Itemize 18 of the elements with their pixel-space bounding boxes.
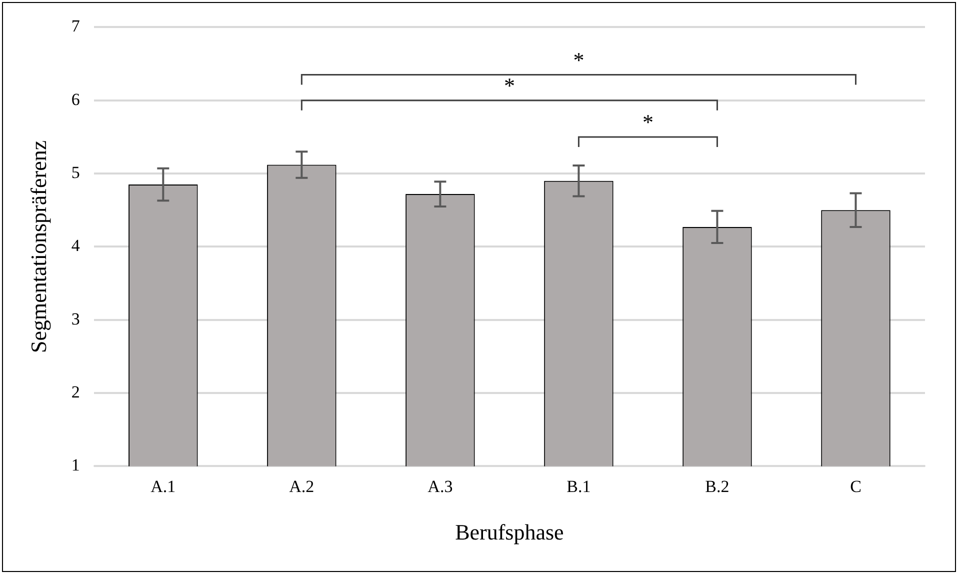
- x-tick-label: A.1: [150, 476, 176, 496]
- x-tick-label: B.2: [705, 476, 730, 496]
- annotation: *: [573, 48, 584, 73]
- y-axis-title: Segmentationspräferenz: [26, 140, 51, 353]
- y-tick-label: 2: [71, 382, 80, 402]
- x-tick-label: A.2: [289, 476, 314, 496]
- y-tick-label: 5: [71, 163, 80, 182]
- annotation: *: [504, 73, 515, 98]
- x-tick-label: C: [850, 476, 862, 496]
- y-tick-label: 1: [71, 456, 80, 475]
- y-tick-label: 4: [71, 236, 80, 256]
- annotation: *: [642, 110, 654, 135]
- y-tick-label: 3: [71, 309, 80, 328]
- y-tick-label: 6: [71, 90, 80, 109]
- x-axis-title: Berufsphase: [455, 520, 564, 545]
- y-tick-label: 7: [71, 16, 80, 36]
- x-tick-label: A.3: [428, 476, 453, 496]
- x-tick-label: B.1: [566, 476, 591, 496]
